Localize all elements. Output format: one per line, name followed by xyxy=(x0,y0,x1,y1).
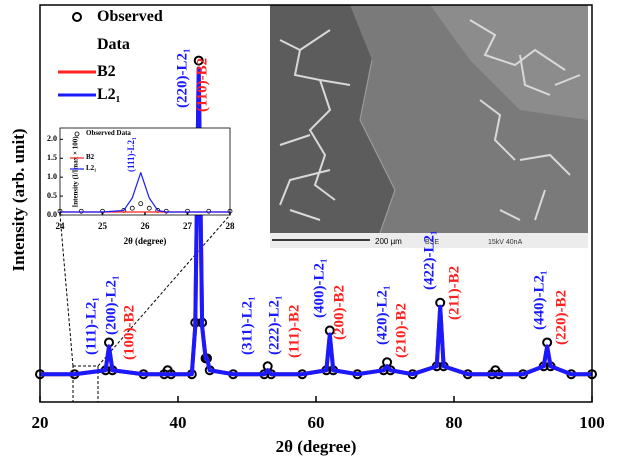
legend-label: B2 xyxy=(97,63,116,81)
peak-label: (111)-L2₁ xyxy=(83,297,99,355)
peak-label: (100)-B2 xyxy=(121,305,137,360)
plot-frame xyxy=(59,127,231,216)
x-tick-label: 80 xyxy=(446,413,463,432)
peak-label: (211)-B2 xyxy=(446,266,462,320)
x-tick-label: 28 xyxy=(226,221,236,231)
series-line xyxy=(60,172,230,213)
peak-label: (220)-L2₁ xyxy=(174,49,190,109)
x-tick-label: 40 xyxy=(170,413,187,432)
data-point xyxy=(78,208,84,214)
x-tick-label: 20 xyxy=(32,413,49,432)
x-tick-label: 24 xyxy=(56,221,66,231)
x-tick-label: 26 xyxy=(141,221,151,231)
data-point xyxy=(193,55,204,66)
legend-marker xyxy=(74,131,80,137)
scale-bar-label: 200 µm xyxy=(375,237,402,246)
peak-label: (200)-B2 xyxy=(331,285,347,340)
legend-label: Observed Data xyxy=(86,129,131,138)
legend-label: L2₁ xyxy=(97,86,121,104)
y-tick-label: 0.5 xyxy=(47,191,57,200)
sem-region xyxy=(270,5,395,233)
peak-label: (220)-B2 xyxy=(553,290,569,345)
peak-label: (422)-L2₁ xyxy=(421,231,437,291)
sem-network xyxy=(279,19,581,234)
zoom-box xyxy=(72,365,99,403)
plot-frame xyxy=(39,4,593,403)
x-axis-label: 2θ (degree) xyxy=(276,437,357,456)
data-point xyxy=(129,205,135,211)
detector-label: BSE xyxy=(425,239,439,246)
zoom-connector xyxy=(97,214,231,367)
y-tick-label: 0.0 xyxy=(47,210,57,219)
sem-caption-bar xyxy=(270,233,588,248)
y-tick-label: 2.0 xyxy=(47,134,57,143)
x-tick-label: 100 xyxy=(579,413,605,432)
series-line xyxy=(40,66,592,377)
data-point xyxy=(206,208,212,214)
zoom-connector xyxy=(59,214,74,367)
peak-label: (400)-L2₁ xyxy=(311,259,327,319)
legend-label: L2₁ xyxy=(86,164,97,173)
peak-label: (200)-L2₁ xyxy=(103,276,119,336)
data-point xyxy=(138,201,144,207)
peak-label: (311)-L2₁ xyxy=(239,296,255,355)
data-point xyxy=(146,205,152,211)
plot: 24 25 26 27 28 0.0 0.5 1.0 1.5 2.0 2θ (degree) Inte… xyxy=(47,127,236,246)
peak-label: (111)-B2 xyxy=(286,305,302,358)
plot: 20 40 60 80 100 2θ (degree) Intensity (arb. un… xyxy=(9,4,605,456)
x-tick-label: 27 xyxy=(183,221,193,231)
peak-label: (110)-B2 xyxy=(194,58,210,112)
y-axis-label: Intensity (I/Imax × 100) xyxy=(72,136,80,208)
y-axis-label: Intensity (arb. unit) xyxy=(9,128,28,271)
x-tick-label: 25 xyxy=(98,221,108,231)
peak-label: (222)-L2₁ xyxy=(266,296,282,356)
legend-label: B2 xyxy=(86,153,95,162)
conditions-label: 15kV 40nA xyxy=(488,239,523,246)
x-axis-label: 2θ (degree) xyxy=(124,236,167,246)
peak-label: (111)-L2₁ xyxy=(126,137,136,172)
peak-label: (420)-L2₁ xyxy=(374,286,390,346)
y-tick-label: 1.5 xyxy=(47,153,57,162)
peak-label: (440)-L2₁ xyxy=(531,271,547,331)
legend-marker xyxy=(72,12,82,22)
legend-label: Observed Data xyxy=(97,8,163,53)
inset-background xyxy=(60,128,230,215)
y-tick-label: 1.0 xyxy=(47,172,57,181)
data-point xyxy=(185,208,190,214)
sem-image: 200 µm BSE 15kV 40nA xyxy=(270,5,588,248)
data-point xyxy=(100,208,105,214)
peak-label: (210)-B2 xyxy=(393,303,409,358)
x-tick-label: 60 xyxy=(308,413,325,432)
